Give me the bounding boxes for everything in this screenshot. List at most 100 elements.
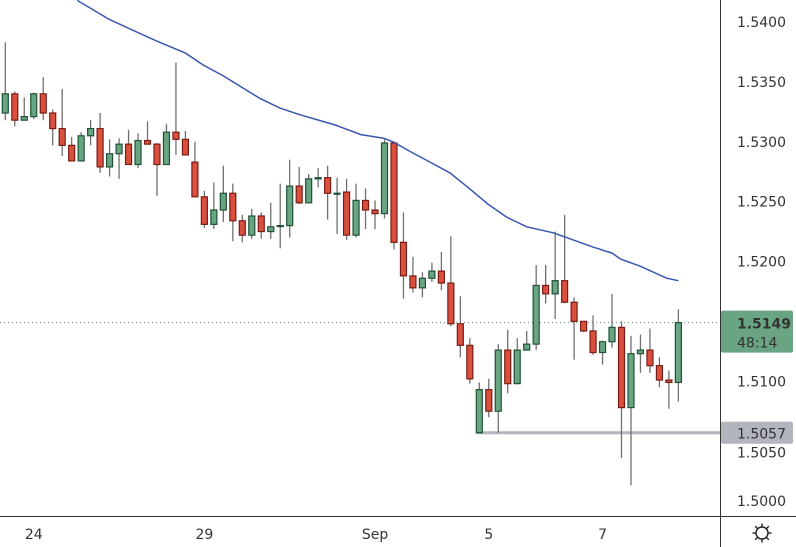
candle-body xyxy=(579,320,588,332)
time-tick-label: 5 xyxy=(484,527,493,543)
price-tick-label: 1.5050 xyxy=(737,446,786,462)
candle xyxy=(219,165,227,222)
price-tick-label: 1.5100 xyxy=(737,374,786,390)
candle xyxy=(561,214,569,304)
time-axis[interactable]: 24 29 Sep 5 7 xyxy=(25,527,607,543)
candle xyxy=(314,168,322,188)
candle-body xyxy=(466,344,474,380)
candle xyxy=(646,328,654,373)
current-price-badge xyxy=(721,310,793,353)
candle-body xyxy=(532,284,540,345)
candle-body xyxy=(295,185,303,204)
candle-body xyxy=(655,365,664,381)
candle-body xyxy=(314,177,322,180)
candle-body xyxy=(77,135,85,162)
candle-body xyxy=(371,209,379,215)
candle-body xyxy=(627,353,635,409)
candle xyxy=(30,92,38,119)
candle xyxy=(295,166,303,205)
candle xyxy=(229,183,237,242)
candle xyxy=(475,382,483,434)
candle xyxy=(210,182,218,230)
candle-body xyxy=(418,277,427,289)
candle-body xyxy=(172,131,180,140)
candle-body xyxy=(636,349,645,355)
candle-body xyxy=(608,326,616,343)
candle xyxy=(399,212,408,299)
candle-body xyxy=(134,139,142,166)
candle-body xyxy=(87,127,95,137)
candle xyxy=(324,165,332,220)
candle xyxy=(105,139,114,177)
candle xyxy=(238,214,246,243)
candle-body xyxy=(475,389,483,434)
candle xyxy=(418,272,427,298)
candle-body xyxy=(276,224,284,228)
candle xyxy=(276,183,284,249)
candle xyxy=(589,315,597,355)
candle xyxy=(20,97,28,121)
candle-body xyxy=(333,192,341,195)
candle xyxy=(674,309,682,402)
candle xyxy=(181,130,190,156)
candle-body xyxy=(551,280,559,295)
candle-body xyxy=(494,349,502,412)
candle-countdown: 48:14 xyxy=(737,336,777,352)
candle xyxy=(551,231,559,319)
time-tick-label: 24 xyxy=(25,527,43,543)
candle xyxy=(655,357,664,388)
candle xyxy=(361,188,370,230)
candle xyxy=(267,202,275,239)
candle xyxy=(77,132,85,162)
candle-body xyxy=(1,93,9,114)
candle-body xyxy=(617,326,626,409)
gear-icon[interactable] xyxy=(752,523,772,543)
time-tick-label: 29 xyxy=(195,527,213,543)
price-tick-label: 1.5200 xyxy=(737,255,786,271)
candle-body xyxy=(380,142,389,215)
candle xyxy=(134,133,142,169)
candle xyxy=(665,370,673,409)
candle-body xyxy=(428,270,436,279)
candle-body xyxy=(570,301,578,322)
candle-body xyxy=(49,112,57,130)
support-price-label: 1.5057 xyxy=(737,427,786,443)
candle xyxy=(380,139,389,219)
candle xyxy=(58,89,66,157)
support-price-badge xyxy=(721,421,793,444)
candle xyxy=(200,190,208,228)
candle-body xyxy=(342,191,351,236)
candle xyxy=(494,344,502,433)
candle-body xyxy=(447,282,455,325)
candle-body xyxy=(409,275,417,289)
candle-body xyxy=(58,127,66,146)
candle xyxy=(608,293,616,348)
candle-body xyxy=(39,93,47,114)
candle xyxy=(124,129,133,166)
candle xyxy=(11,91,19,127)
candle xyxy=(371,200,379,230)
candle xyxy=(627,335,635,486)
candle xyxy=(390,141,398,250)
candle xyxy=(1,42,9,121)
price-axis[interactable]: 1.5400 1.5350 1.5300 1.5250 1.5200 1.5100 1.50… xyxy=(737,15,786,510)
plot-area[interactable] xyxy=(0,0,720,486)
candle xyxy=(68,136,76,162)
candle xyxy=(39,77,47,121)
moving-average-line xyxy=(76,0,679,282)
candle xyxy=(513,338,521,385)
price-tick-label: 1.5350 xyxy=(737,75,786,91)
candle xyxy=(115,138,123,179)
candle-body xyxy=(200,196,208,225)
candle xyxy=(447,236,455,327)
price-labels: 1.5057 1.5149 48:14 xyxy=(721,310,793,444)
candle xyxy=(87,120,95,146)
candle xyxy=(579,320,588,333)
candle-body xyxy=(513,349,521,385)
candle xyxy=(257,212,265,239)
candle xyxy=(96,113,104,173)
candle-body xyxy=(210,209,218,225)
candle xyxy=(542,265,550,304)
candle-body xyxy=(523,343,531,351)
